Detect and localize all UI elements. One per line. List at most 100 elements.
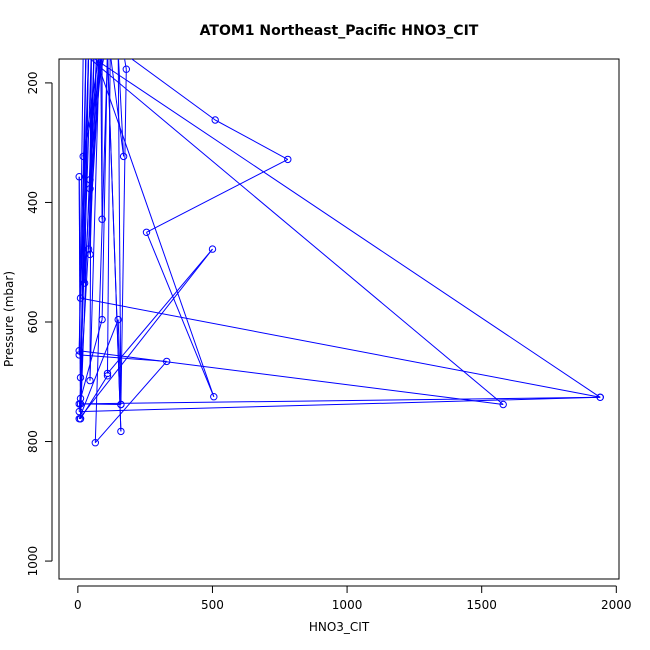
- y-tick-label: 1000: [26, 546, 40, 577]
- data-point: [96, 50, 102, 56]
- data-point: [75, 351, 83, 359]
- data-point: [208, 245, 217, 253]
- series-line-segment: [146, 232, 215, 397]
- data-point: [91, 50, 97, 56]
- data-point: [120, 50, 126, 56]
- data-point: [91, 50, 97, 56]
- y-axis-label: Pressure (mbar): [2, 271, 16, 367]
- data-point: [76, 294, 85, 302]
- data-point: [84, 245, 93, 253]
- x-tick-label: 1500: [466, 598, 497, 612]
- data-point: [96, 50, 102, 56]
- series-line-segment: [117, 319, 122, 405]
- data-point: [75, 173, 83, 181]
- data-point: [117, 427, 125, 436]
- x-tick-label: 2000: [601, 598, 632, 612]
- data-point: [122, 65, 131, 73]
- data-point: [102, 50, 108, 56]
- data-point: [103, 369, 112, 378]
- data-point: [596, 393, 604, 401]
- data-point: [119, 152, 128, 161]
- x-tick-label: 500: [201, 598, 224, 612]
- series-line-segment: [100, 59, 103, 220]
- data-point: [80, 50, 86, 56]
- series-line-segment: [80, 375, 108, 420]
- data-point: [98, 215, 106, 223]
- series-line-segment: [214, 119, 289, 160]
- data-point: [76, 400, 85, 408]
- series-line-segment: [80, 59, 95, 419]
- data-point: [85, 50, 91, 56]
- chart-title: ATOM1 Northeast_Pacific HNO3_CIT: [200, 23, 479, 39]
- y-tick-label: 400: [26, 191, 40, 214]
- data-point: [142, 228, 151, 237]
- data-point: [83, 50, 89, 56]
- x-axis: 0 500 1000 1500 2000: [74, 585, 632, 612]
- series-line-segment: [78, 176, 81, 419]
- y-tick-label: 800: [26, 430, 40, 453]
- series-layer: [75, 50, 604, 447]
- data-point: [99, 50, 105, 56]
- data-point: [284, 155, 292, 164]
- series-line-segment: [93, 59, 601, 398]
- data-point: [104, 50, 110, 56]
- plot-frame: [58, 58, 620, 580]
- data-point: [94, 50, 100, 56]
- data-point: [80, 279, 89, 287]
- y-tick-label: 600: [26, 311, 40, 334]
- series-line-segment: [80, 396, 601, 405]
- data-point: [76, 394, 85, 403]
- series-line-segment: [146, 158, 289, 233]
- series-line-segment: [110, 59, 125, 157]
- data-point: [75, 407, 83, 416]
- data-point: [210, 393, 218, 401]
- y-tick-label: 200: [26, 71, 40, 94]
- data-point: [88, 50, 94, 56]
- data-point: [163, 357, 171, 366]
- data-point: [85, 50, 91, 56]
- series-line-segment: [107, 248, 213, 374]
- data-point: [83, 50, 89, 56]
- series-line-segment: [107, 59, 111, 374]
- series-line-segment: [94, 59, 108, 443]
- series-line-segment: [130, 59, 216, 121]
- data-point: [91, 439, 100, 447]
- data-point: [86, 176, 94, 184]
- series-line-segment: [80, 297, 601, 398]
- data-point: [117, 400, 125, 409]
- x-tick-label: 1000: [332, 598, 363, 612]
- data-point: [86, 376, 94, 385]
- series-line-segment: [101, 59, 108, 320]
- series-line-segment: [78, 319, 119, 419]
- series-line-segment: [79, 354, 167, 362]
- data-point: [114, 315, 122, 324]
- series-line-segment: [117, 59, 122, 405]
- series-line-segment: [79, 350, 504, 405]
- series-line-segment: [80, 59, 92, 378]
- data-point: [86, 185, 94, 193]
- data-point: [103, 372, 112, 380]
- series-line-segment: [118, 59, 125, 157]
- y-axis: 200 400 600 800 1000: [26, 71, 53, 577]
- data-point: [76, 415, 85, 423]
- series-line-segment: [120, 69, 127, 405]
- series-line-segment: [94, 361, 168, 444]
- series-line-segment: [95, 59, 215, 397]
- data-point: [79, 152, 87, 161]
- data-point: [86, 250, 94, 259]
- series-line-segment: [79, 396, 601, 413]
- data-point: [104, 50, 110, 56]
- data-point: [115, 50, 121, 56]
- x-tick-label: 0: [74, 598, 82, 612]
- data-point: [76, 373, 85, 382]
- series-line-segment: [89, 59, 100, 381]
- data-point: [107, 50, 113, 56]
- data-point: [75, 347, 83, 355]
- data-point: [499, 400, 507, 409]
- series-line-segment: [78, 248, 213, 420]
- data-point: [88, 50, 94, 56]
- series-line-segment: [89, 59, 504, 405]
- data-point: [211, 116, 219, 124]
- data-point: [98, 315, 106, 324]
